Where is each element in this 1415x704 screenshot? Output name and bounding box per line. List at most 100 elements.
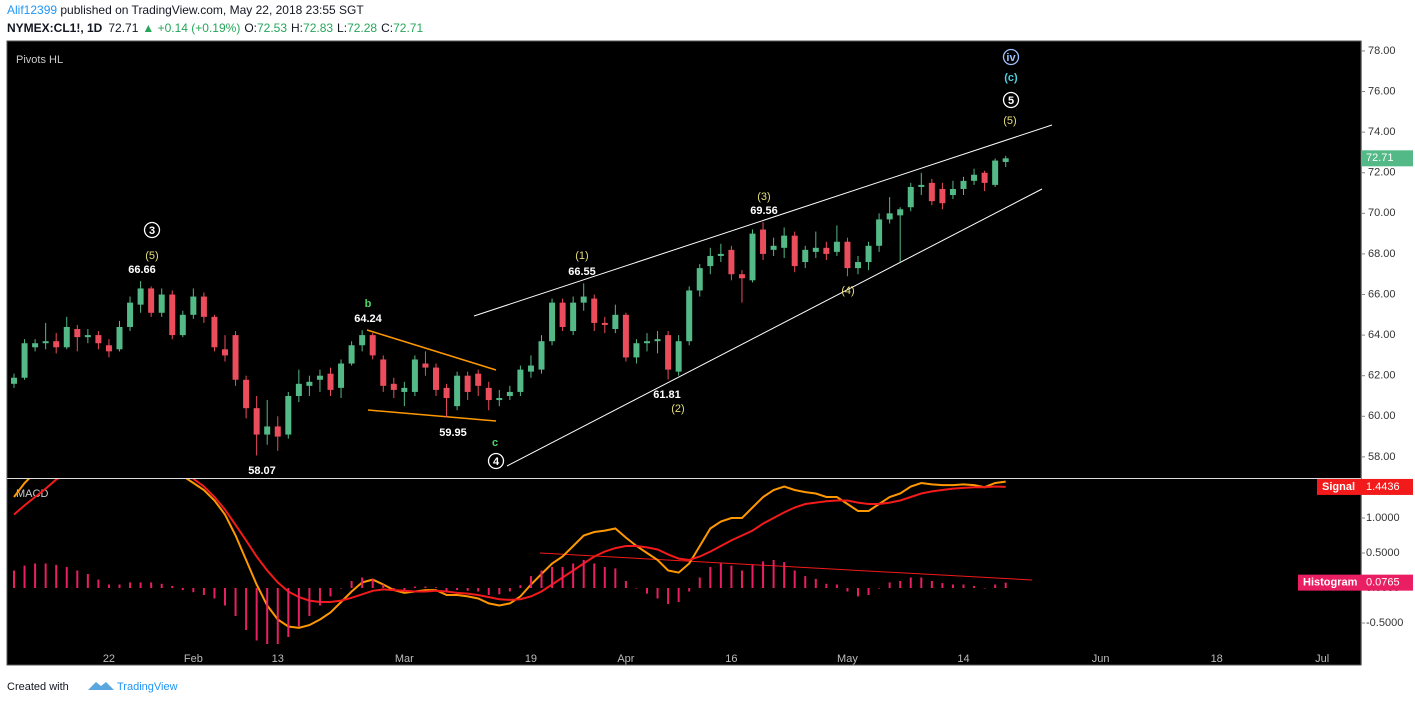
histogram-bar [466, 587, 469, 591]
histogram-bar [667, 587, 670, 605]
annotation: 3 [149, 225, 155, 237]
annotation: b [365, 298, 372, 310]
candle-body [559, 302, 566, 327]
histogram-bar [857, 587, 859, 597]
histogram-bar [424, 586, 427, 588]
indicator-name: Pivots HL [16, 54, 63, 66]
symbol-line: NYMEX:CL1!, 1D 72.71 ▲ +0.14 (+0.19%) O:72.… [7, 21, 423, 35]
candle-body [169, 294, 176, 336]
histogram-bar [255, 587, 258, 641]
candle-body [327, 373, 334, 390]
candle-body [32, 343, 39, 348]
histogram-bar [445, 587, 448, 592]
annotation-circle [1002, 91, 1020, 109]
annotation: 66.66 [128, 264, 156, 276]
channel-line [506, 188, 1043, 467]
histogram-bar [329, 587, 332, 597]
x-tick-label: 13 [272, 653, 284, 665]
candle-body [570, 302, 577, 332]
x-tick-label: Feb [184, 653, 203, 665]
histogram-bar [276, 587, 279, 644]
x-tick-label: May [837, 653, 858, 665]
last-price: 72.71 [108, 21, 138, 35]
x-tick-label: 14 [957, 653, 969, 665]
candle-body [53, 341, 60, 348]
histogram-bar [688, 587, 691, 592]
candle-body [464, 375, 471, 392]
candle-body [454, 375, 461, 407]
histogram-bar [139, 582, 142, 588]
histogram-bar [318, 587, 321, 606]
histogram-bar [150, 582, 153, 588]
candle-body [496, 398, 503, 401]
histogram-bar [181, 587, 184, 591]
histogram-bar [709, 566, 712, 588]
annotation: 5 [1008, 95, 1014, 107]
histogram-bar [793, 570, 796, 588]
histogram-bar [1004, 582, 1007, 588]
candle-body [928, 182, 935, 202]
candle-body [654, 339, 661, 342]
candle-body [42, 341, 49, 344]
candle-body [665, 335, 672, 370]
candle-body [95, 335, 102, 344]
author[interactable]: Alif12399 [7, 3, 57, 17]
histogram-bar [973, 585, 976, 588]
candle-body [295, 383, 302, 396]
candle-body [812, 247, 819, 252]
histogram-bar [529, 576, 532, 588]
histogram-bar [97, 579, 100, 588]
candle-body [105, 345, 112, 352]
candle-body [833, 241, 840, 252]
y-tick-label: 1.0000 [1366, 512, 1400, 524]
annotation: (4) [841, 285, 854, 297]
histogram-bar [266, 587, 269, 644]
candle-body [644, 341, 650, 344]
candle-body [390, 383, 397, 390]
x-tick-label: 22 [103, 653, 115, 665]
x-tick-label: Apr [617, 653, 634, 665]
annotation: c [492, 437, 498, 449]
histogram-bar [551, 566, 554, 588]
annotation: 58.07 [248, 465, 276, 477]
annotation: (1) [575, 250, 588, 262]
symbol: NYMEX:CL1!, 1D [7, 21, 103, 35]
footer-brand[interactable]: TradingView [117, 681, 178, 693]
candle-body [844, 241, 851, 269]
histogram-bar [160, 583, 163, 588]
candle-body [338, 363, 345, 388]
logo [88, 682, 114, 690]
histogram-bar [456, 587, 459, 591]
candle-body [380, 359, 387, 386]
histogram-bar [44, 563, 47, 588]
histogram-bar [772, 559, 775, 588]
candle-body [760, 229, 767, 254]
value-box-name: Histogram [1303, 577, 1358, 589]
annotation: 69.56 [750, 205, 778, 217]
histogram-bar [107, 584, 110, 588]
value-box [1317, 478, 1413, 495]
candle-body [63, 326, 70, 348]
annotation: (3) [757, 191, 770, 203]
candle-body [137, 288, 144, 305]
histogram-bar [624, 580, 627, 588]
footer-text: Created with [7, 681, 69, 693]
drawings [366, 124, 1053, 467]
value-box-name: Signal [1322, 481, 1355, 493]
value-box [1298, 574, 1413, 591]
x-tick-label: 18 [1211, 653, 1223, 665]
candle-body [527, 365, 534, 372]
annotation: (c) [1004, 72, 1018, 84]
annotation: 4 [493, 456, 500, 468]
histogram-bar [983, 587, 986, 589]
candle-body [274, 426, 281, 437]
value-box-label: 1.4436 [1366, 481, 1400, 493]
candle-body [707, 255, 714, 267]
y-tick-label: 74.00 [1368, 126, 1396, 138]
x-tick-label: Jul [1315, 653, 1329, 665]
histogram-bar [804, 576, 807, 588]
candle-body [749, 233, 756, 281]
histogram-bar [740, 570, 743, 588]
histogram-bar [656, 587, 659, 599]
histogram-bar [867, 587, 870, 595]
